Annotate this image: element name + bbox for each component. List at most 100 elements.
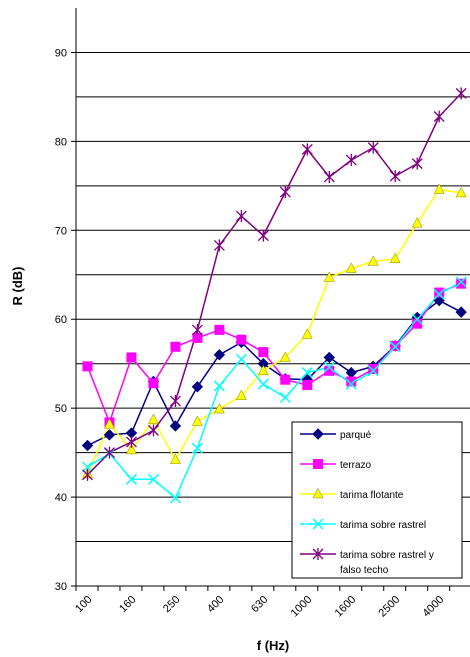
- marker-x: [235, 353, 247, 365]
- marker-star: [389, 170, 401, 183]
- marker-star: [455, 87, 467, 100]
- marker-star: [367, 141, 379, 154]
- y-tick-label: 70: [55, 225, 67, 237]
- marker-square: [346, 376, 357, 387]
- marker-square: [313, 459, 323, 469]
- marker-square: [456, 278, 467, 289]
- marker-diamond: [455, 306, 467, 318]
- marker-triangle: [279, 351, 291, 362]
- x-tick-label: 250: [161, 594, 182, 615]
- marker-triangle: [191, 415, 203, 426]
- marker-diamond: [169, 420, 182, 432]
- marker-x: [345, 378, 357, 390]
- marker-square: [280, 374, 291, 385]
- legend-label: tarima sobre rastrel y: [340, 550, 434, 561]
- marker-star: [301, 143, 313, 156]
- series-markers: [81, 87, 467, 504]
- marker-triangle: [345, 262, 357, 273]
- y-tick-label: 60: [55, 314, 67, 326]
- marker-triangle: [301, 328, 313, 339]
- marker-square: [368, 364, 379, 375]
- marker-triangle: [411, 217, 423, 228]
- marker-x: [312, 518, 324, 530]
- marker-x: [257, 378, 269, 390]
- marker-diamond: [191, 381, 204, 393]
- marker-square: [126, 352, 137, 363]
- marker-x: [213, 380, 225, 392]
- marker-x: [147, 473, 159, 485]
- marker-x: [389, 341, 401, 353]
- series-line-4: [86, 92, 462, 476]
- marker-square: [82, 361, 93, 372]
- marker-triangle: [104, 418, 115, 429]
- legend-label: terrazo: [340, 460, 372, 471]
- series-line-2: [86, 188, 462, 475]
- marker-triangle: [170, 453, 181, 464]
- marker-square: [214, 324, 225, 335]
- marker-star: [82, 468, 93, 481]
- marker-triangle: [235, 389, 247, 400]
- marker-triangle: [367, 255, 379, 266]
- x-tick-label: 400: [205, 594, 226, 615]
- marker-x: [169, 492, 181, 504]
- y-tick-label: 90: [55, 47, 67, 59]
- y-tick-label: 40: [55, 492, 67, 504]
- marker-x: [455, 276, 467, 288]
- legend-label: tarima flotante: [340, 490, 404, 501]
- legend-label: falso techo: [340, 565, 389, 576]
- marker-square: [302, 380, 313, 391]
- marker-star: [279, 186, 291, 199]
- marker-diamond: [103, 429, 116, 441]
- marker-star: [104, 446, 115, 459]
- marker-x: [367, 365, 379, 377]
- marker-x: [301, 367, 313, 379]
- x-tick-label: 1000: [289, 594, 315, 620]
- marker-star: [235, 210, 247, 223]
- marker-star: [433, 110, 445, 123]
- marker-star: [213, 239, 225, 252]
- y-tick-label: 80: [55, 136, 67, 148]
- y-axis-title: R (dB): [10, 267, 25, 306]
- marker-triangle: [455, 186, 467, 198]
- marker-square: [170, 341, 181, 352]
- marker-triangle: [148, 413, 159, 424]
- x-tick-label: 630: [249, 594, 270, 615]
- y-tick-label: 50: [55, 403, 67, 415]
- marker-star: [191, 323, 203, 336]
- x-tick-label: 160: [117, 594, 138, 615]
- y-tick-label: 30: [55, 581, 67, 593]
- marker-x: [411, 313, 423, 325]
- legend-label: parqué: [340, 430, 372, 441]
- marker-star: [169, 395, 181, 408]
- marker-star: [345, 154, 357, 167]
- marker-square: [236, 334, 247, 345]
- marker-star: [147, 424, 159, 437]
- marker-x: [81, 461, 94, 473]
- marker-x: [125, 473, 137, 485]
- marker-square: [258, 347, 269, 358]
- x-tick-label: 1600: [333, 594, 359, 620]
- marker-triangle: [323, 271, 335, 282]
- marker-square: [412, 318, 423, 329]
- marker-x: [279, 391, 291, 404]
- x-tick-labels: 100 160 250 400 630 1000 1600 2500 4000: [73, 594, 446, 620]
- marker-diamond: [213, 349, 226, 361]
- marker-square: [148, 378, 159, 389]
- marker-star: [257, 229, 269, 242]
- gridlines: [76, 51, 470, 543]
- legend-label: tarima sobre rastrel: [340, 520, 426, 531]
- marker-star: [312, 548, 324, 560]
- y-tick-labels: 30 40 50 60 70 80 90: [55, 47, 67, 593]
- marker-diamond: [323, 351, 335, 364]
- marker-x: [191, 442, 203, 454]
- marker-diamond: [312, 428, 324, 440]
- marker-diamond: [433, 294, 445, 307]
- marker-triangle: [257, 364, 269, 376]
- marker-triangle: [389, 252, 401, 264]
- marker-x: [433, 288, 445, 300]
- marker-triangle: [433, 183, 445, 194]
- x-tick-label: 100: [73, 594, 94, 615]
- x-tick-label: 2500: [377, 594, 403, 620]
- marker-star: [126, 435, 137, 448]
